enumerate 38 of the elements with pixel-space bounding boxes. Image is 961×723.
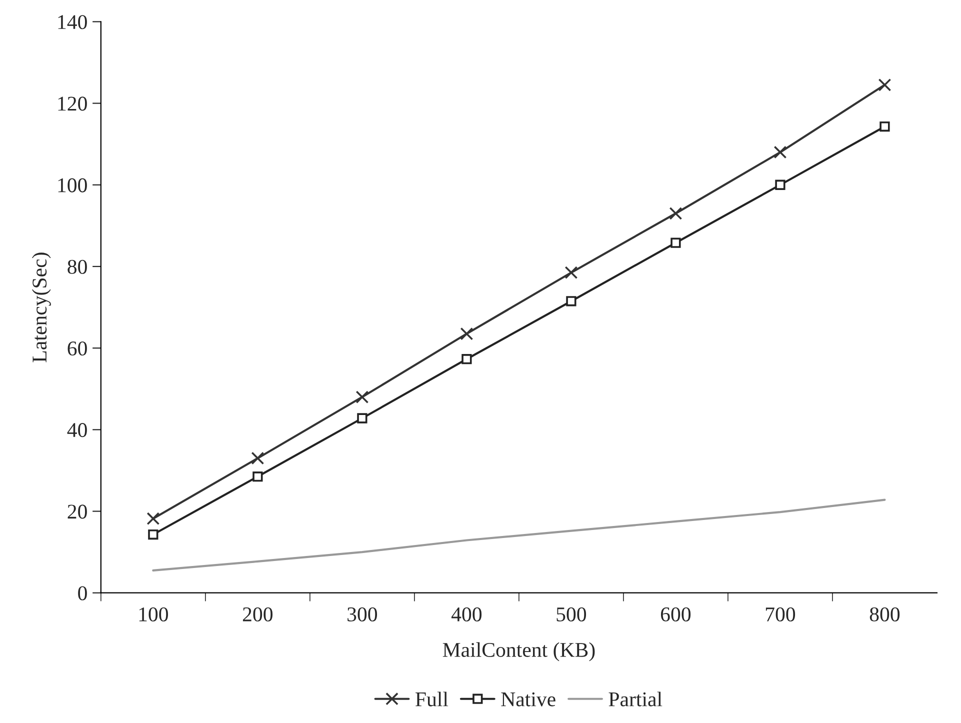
x-tick-label: 700 — [766, 607, 796, 622]
x-tick-label: 100 — [139, 607, 168, 622]
point — [357, 413, 368, 424]
y-tick-label: 60 — [68, 341, 87, 356]
point — [878, 78, 892, 92]
point — [251, 452, 264, 465]
y-tick-label: 40 — [67, 423, 87, 438]
point — [356, 390, 369, 404]
legend-label: Full — [416, 692, 448, 706]
point — [146, 512, 160, 526]
point — [564, 266, 578, 280]
point — [880, 121, 890, 132]
y-tick-label: 20 — [68, 504, 87, 519]
x-tick-label: 500 — [556, 607, 586, 622]
x-axis-title: MailContent (KB) — [442, 642, 595, 662]
point — [566, 296, 576, 306]
point — [460, 327, 474, 340]
y-axis-title: Latency(Sec) — [32, 252, 51, 362]
legend-label: Native — [501, 692, 556, 706]
point — [774, 146, 787, 159]
x-tick-label: 300 — [348, 607, 378, 622]
point — [775, 180, 786, 190]
y-tick-label: 140 — [58, 15, 87, 30]
x-tick-label: 600 — [660, 607, 691, 622]
y-tick-label: 0 — [78, 586, 87, 600]
x-tick-label: 400 — [451, 607, 482, 622]
x-tick-label: 200 — [242, 607, 272, 622]
y-tick-label: 120 — [58, 96, 87, 111]
point — [252, 472, 263, 482]
point — [462, 354, 472, 364]
point — [670, 238, 681, 248]
x-tick-label: 800 — [870, 607, 900, 622]
line-series — [152, 498, 886, 572]
y-tick-label: 80 — [68, 260, 87, 274]
y-tick-label: 100 — [58, 178, 87, 192]
legend-label: Partial — [608, 692, 662, 706]
point — [148, 529, 158, 540]
point — [669, 206, 682, 220]
